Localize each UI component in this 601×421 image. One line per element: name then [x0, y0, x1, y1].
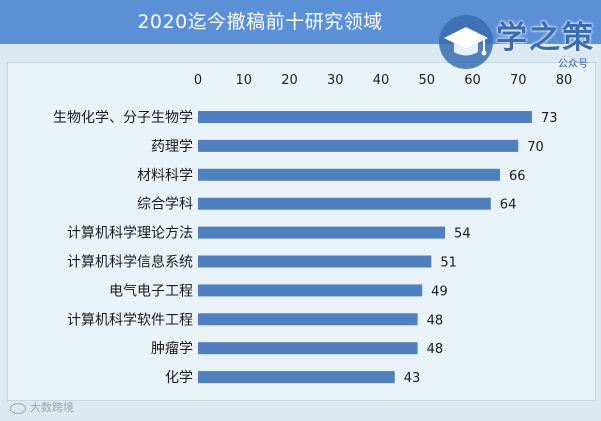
bar [198, 168, 500, 181]
bar-value-label: 64 [500, 198, 517, 213]
logo-subtitle: 公众号 [558, 59, 588, 70]
bar [198, 371, 395, 384]
category-label: 药理学 [151, 139, 193, 155]
bar [198, 284, 423, 297]
bar [198, 255, 432, 268]
watermark-text: 大数跨境 [30, 401, 74, 414]
bar [198, 111, 532, 123]
x-tick-label: 50 [418, 73, 435, 88]
category-label: 化学 [165, 370, 193, 386]
bar-series: 生物化学、分子生物学 73 药理学 70 材料科学 66 综合学科 64 计算机科学理论方法 54… [53, 110, 558, 386]
logo: 学之策 公众号 [436, 12, 596, 78]
x-tick-label: 80 [556, 73, 573, 88]
category-label: 综合学科 [137, 197, 193, 213]
bar-value-label: 54 [454, 227, 471, 242]
bar-value-label: 49 [431, 284, 448, 299]
watermark: 大数跨境 [10, 401, 74, 415]
title-banner [0, 0, 601, 44]
logo-text: 学之策 [496, 20, 595, 56]
graduation-cap-icon [439, 15, 493, 69]
category-label: 计算机科学软件工程 [67, 312, 193, 328]
category-label: 计算机科学理论方法 [67, 226, 193, 242]
bar-value-label: 43 [404, 371, 421, 386]
chart-title: 2020迄今撤稿前十研究领域 [137, 11, 383, 33]
x-tick-label: 40 [373, 73, 390, 88]
x-tick-label: 60 [464, 73, 481, 88]
bar [198, 313, 418, 326]
bar-value-label: 73 [541, 111, 558, 126]
category-label: 材料科学 [137, 168, 193, 184]
bar [198, 342, 418, 355]
x-tick-label: 10 [235, 73, 252, 88]
x-tick-label: 30 [327, 73, 344, 88]
bar-value-label: 66 [509, 169, 526, 184]
category-label: 肿瘤学 [151, 340, 193, 357]
category-label: 计算机科学信息系统 [67, 254, 193, 271]
bar-value-label: 48 [427, 313, 444, 328]
bar [198, 139, 519, 152]
x-axis-ticks: 0 10 20 30 40 50 60 70 80 [194, 73, 572, 88]
x-tick-label: 0 [194, 73, 202, 88]
camera-icon [10, 402, 26, 414]
bar [198, 226, 446, 239]
category-label: 生物化学、分子生物学 [53, 110, 193, 126]
bar-value-label: 70 [527, 140, 544, 155]
category-label: 电气电子工程 [109, 283, 193, 299]
bar [198, 197, 491, 210]
x-tick-label: 20 [281, 73, 298, 88]
bar-value-label: 48 [427, 342, 444, 357]
bar-value-label: 51 [440, 256, 457, 271]
x-tick-label: 70 [510, 73, 527, 88]
